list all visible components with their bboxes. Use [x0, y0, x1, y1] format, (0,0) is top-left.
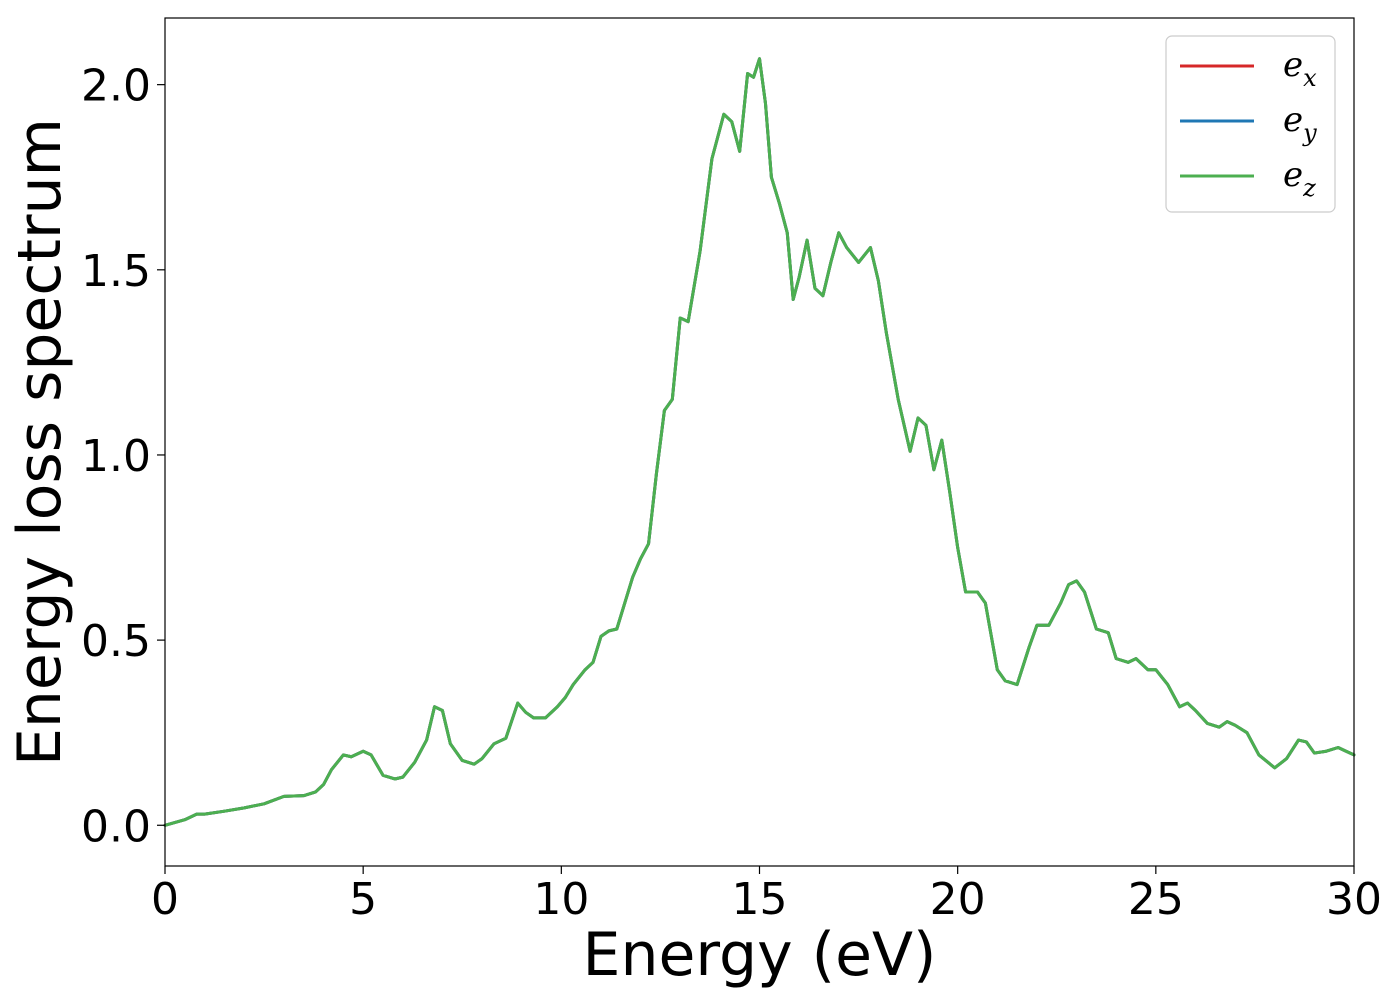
x-tick-label: 30	[1326, 874, 1382, 925]
series-layer	[163, 57, 1356, 827]
x-axis-ticks: 0 5 10 15 20 25 30	[151, 866, 1382, 925]
x-tick-label: 0	[151, 874, 179, 925]
legend-label-subscript: y	[1302, 119, 1317, 147]
x-tick-label: 15	[732, 874, 788, 925]
x-tick-label: 5	[349, 874, 377, 925]
legend-label-base: e	[1283, 100, 1303, 140]
x-axis-label: Energy (eV)	[583, 920, 937, 990]
y-tick-label: 1.5	[81, 246, 151, 297]
x-tick-label: 25	[1128, 874, 1184, 925]
legend-label-subscript: x	[1303, 64, 1317, 92]
y-tick-label: 0.5	[81, 616, 151, 667]
legend-label-base: e	[1283, 45, 1303, 85]
y-tick-label: 1.0	[81, 431, 151, 482]
legend-label-e-x: ex	[1283, 45, 1317, 92]
y-tick-label: 0.0	[81, 801, 151, 852]
legend-label-e-y: ey	[1283, 100, 1317, 147]
legend-label-e-z: ez	[1283, 155, 1316, 202]
legend-label-subscript: z	[1302, 174, 1316, 202]
x-tick-label: 20	[930, 874, 986, 925]
x-tick-label: 10	[533, 874, 589, 925]
legend-label-base: e	[1283, 155, 1303, 195]
y-axis-label: Energy loss spectrum	[5, 118, 75, 766]
series-line-e-z	[163, 57, 1356, 827]
legend-box	[1165, 35, 1336, 213]
y-tick-label: 2.0	[81, 61, 151, 112]
y-axis-ticks: 0.0 0.5 1.0 1.5 2.0	[81, 61, 165, 852]
